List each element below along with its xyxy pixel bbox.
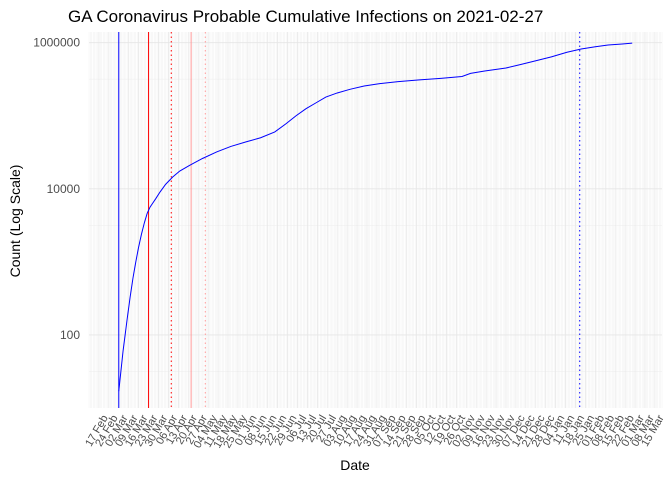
grid-minor-horizontal <box>89 78 662 372</box>
y-tick-label: 10000 <box>47 182 81 196</box>
y-tick-label: 1000000 <box>33 36 80 50</box>
series-line <box>118 42 633 392</box>
series-group <box>118 42 633 392</box>
chart-title: GA Coronavirus Probable Cumulative Infec… <box>68 7 543 26</box>
y-axis-label: Count (Log Scale) <box>7 165 23 278</box>
x-axis-label: Date <box>340 457 370 473</box>
reference-lines <box>118 32 581 408</box>
y-tick-label: 100 <box>60 328 80 342</box>
y-axis: 100 10000 1000000 <box>33 36 80 342</box>
